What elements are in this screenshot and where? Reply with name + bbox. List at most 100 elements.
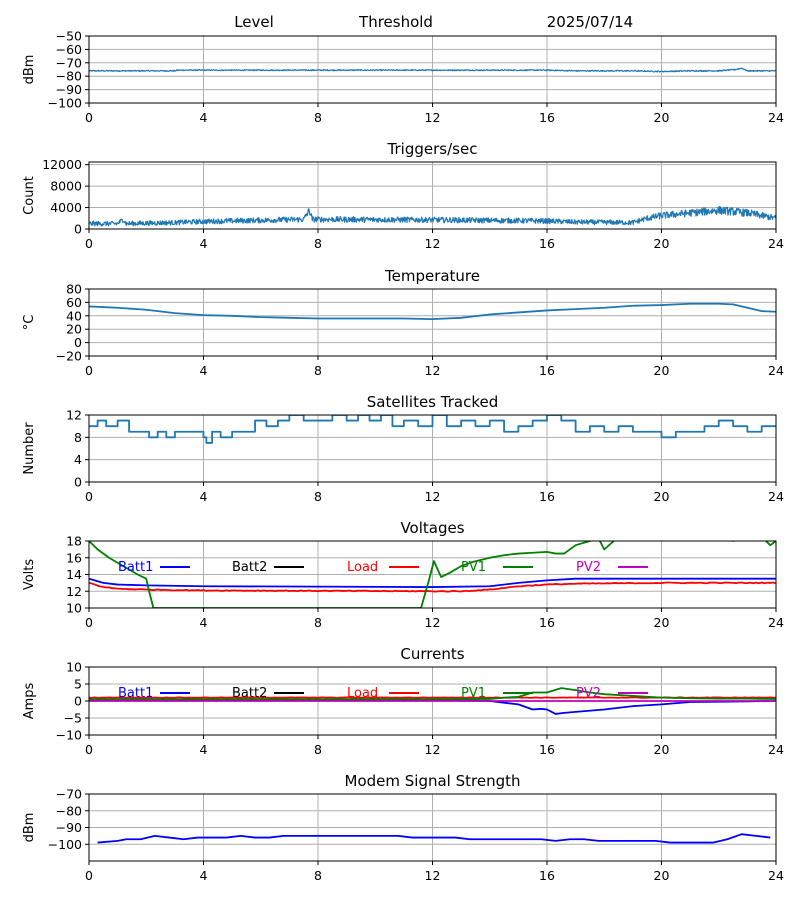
chart6-ytick-label-2: −80	[56, 803, 82, 818]
chart5-xtick-label-3: 12	[425, 742, 441, 757]
chart4-series-pv1	[89, 541, 776, 608]
chart4-xtick-label-4: 16	[539, 615, 555, 630]
chart4-title: Voltages	[400, 519, 464, 537]
chart2-ytick-label-2: 20	[66, 322, 82, 337]
chart5-xtick-label-0: 0	[85, 742, 93, 757]
chart1-ytick-label-1: 4000	[50, 200, 82, 215]
chart3-xtick-label-1: 4	[200, 489, 208, 504]
chart0-xtick-label-4: 16	[539, 110, 555, 125]
chart1-xtick-label-0: 0	[85, 236, 93, 251]
chart2-xtick-label-4: 16	[539, 363, 555, 378]
chart4-ylabel: Volts	[22, 559, 37, 591]
chart2-ylabel: °C	[22, 315, 37, 331]
chart3-xtick-label-4: 16	[539, 489, 555, 504]
chart5-xtick-label-4: 16	[539, 742, 555, 757]
chart2-xtick-label-5: 20	[654, 363, 670, 378]
chart3-ylabel: Number	[22, 422, 37, 475]
chart1-series-line	[89, 205, 776, 227]
chart5-legend-pv2-label: PV2	[576, 686, 601, 701]
chart2-xtick-label-0: 0	[85, 363, 93, 378]
chart4-ytick-label-4: 18	[66, 534, 82, 549]
chart0-xtick-label-5: 20	[654, 110, 670, 125]
chart2-title: Temperature	[384, 267, 480, 285]
chart3-ytick-label-0: 0	[74, 475, 82, 490]
chart4-legend-batt1-label: Batt1	[118, 560, 153, 575]
chart6-xtick-label-1: 4	[200, 868, 208, 883]
chart6-xtick-label-4: 16	[539, 868, 555, 883]
chart0-series-line	[89, 67, 776, 73]
chart3-xtick-label-6: 24	[768, 489, 784, 504]
chart3-series-line	[89, 415, 776, 444]
chart4-xtick-label-3: 12	[425, 615, 441, 630]
chart1-xtick-label-2: 8	[314, 236, 322, 251]
chart0-ytick-label-2: −80	[56, 69, 82, 84]
chart4-series-batt1	[89, 577, 776, 588]
chart2-ytick-label-5: 80	[66, 282, 82, 297]
chart6-xtick-label-2: 8	[314, 868, 322, 883]
chart5-legend-batt2-label: Batt2	[232, 686, 267, 701]
chart6-title: Modem Signal Strength	[345, 772, 521, 790]
chart4-series-load	[89, 581, 776, 593]
chart6-xtick-label-3: 12	[425, 868, 441, 883]
chart6-xtick-label-6: 24	[768, 868, 784, 883]
chart2-series-line	[89, 302, 776, 321]
chart1-xtick-label-4: 16	[539, 236, 555, 251]
chart0-xtick-label-2: 8	[314, 110, 322, 125]
chart2-xtick-label-1: 4	[200, 363, 208, 378]
chart4-xtick-label-2: 8	[314, 615, 322, 630]
chart3-ytick-label-1: 4	[74, 452, 82, 467]
chart0-ytick-label-1: −90	[56, 82, 82, 97]
chart1-xtick-label-3: 12	[425, 236, 441, 251]
chart6-ytick-label-0: −100	[48, 837, 82, 852]
header-threshold-label: Threshold	[358, 13, 433, 31]
chart5-ytick-label-1: −5	[64, 711, 82, 726]
chart1-title: Triggers/sec	[387, 140, 478, 158]
chart4-ytick-label-0: 10	[66, 601, 82, 616]
chart4-xtick-label-5: 20	[654, 615, 670, 630]
chart2-ytick-label-0: −20	[56, 349, 82, 364]
chart2-ytick-label-4: 60	[66, 295, 82, 310]
chart2-ytick-label-3: 40	[66, 308, 82, 323]
chart6-ytick-label-1: −90	[56, 820, 82, 835]
chart5-legend-batt1-label: Batt1	[118, 686, 153, 701]
chart5-ytick-label-4: 10	[66, 660, 82, 675]
chart0-xtick-label-6: 24	[768, 110, 784, 125]
chart4-legend-pv1-label: PV1	[461, 560, 486, 575]
chart0-ytick-label-5: −50	[56, 29, 82, 44]
chart4-xtick-label-6: 24	[768, 615, 784, 630]
chart0-xtick-label-3: 12	[425, 110, 441, 125]
header-date-label: 2025/07/14	[547, 13, 633, 31]
header-level-label: Level	[234, 13, 274, 31]
chart0-ytick-label-3: −70	[56, 55, 82, 70]
chart2-xtick-label-6: 24	[768, 363, 784, 378]
chart4-ytick-label-3: 16	[66, 550, 82, 565]
chart0-ytick-label-4: −60	[56, 42, 82, 57]
chart1-xtick-label-5: 20	[654, 236, 670, 251]
chart6-ylabel: dBm	[22, 813, 37, 843]
chart3-title: Satellites Tracked	[367, 393, 498, 411]
chart4-xtick-label-1: 4	[200, 615, 208, 630]
chart4-legend-pv2-label: PV2	[576, 560, 601, 575]
chart5-ytick-label-2: 0	[74, 694, 82, 709]
chart2-xtick-label-2: 8	[314, 363, 322, 378]
chart5-title: Currents	[400, 645, 464, 663]
chart4-xtick-label-0: 0	[85, 615, 93, 630]
chart3-ytick-label-2: 8	[74, 430, 82, 445]
chart6-series-line	[97, 833, 771, 844]
chart3-xtick-label-3: 12	[425, 489, 441, 504]
chart3-xtick-label-0: 0	[85, 489, 93, 504]
chart4-legend-batt2-label: Batt2	[232, 560, 267, 575]
chart5-series-pv1	[89, 687, 776, 701]
chart0-ylabel: dBm	[22, 55, 37, 85]
chart4-ytick-label-1: 12	[66, 584, 82, 599]
chart5-xtick-label-2: 8	[314, 742, 322, 757]
chart0-xtick-label-1: 4	[200, 110, 208, 125]
chart5-xtick-label-5: 20	[654, 742, 670, 757]
chart5-ytick-label-3: 5	[74, 677, 82, 692]
chart1-ytick-label-3: 12000	[42, 157, 82, 172]
chart1-xtick-label-1: 4	[200, 236, 208, 251]
chart5-xtick-label-6: 24	[768, 742, 784, 757]
chart5-xtick-label-1: 4	[200, 742, 208, 757]
